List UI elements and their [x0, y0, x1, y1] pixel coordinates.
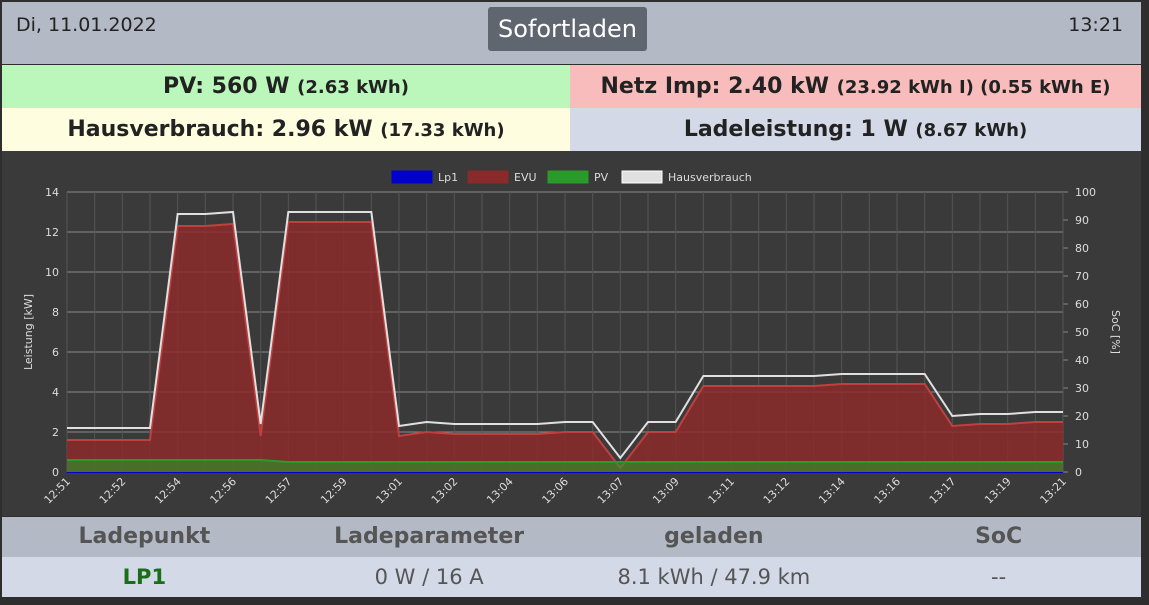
x-tick-label: 13:02 — [429, 475, 461, 507]
y-tick-label: 0 — [52, 466, 59, 479]
time: 13:21 — [1068, 14, 1123, 36]
x-tick-label: 12:56 — [208, 475, 240, 507]
legend-swatch — [391, 170, 433, 184]
tile-detail: (8.67 kWh) — [915, 120, 1028, 141]
series-line — [67, 210, 1063, 460]
legend-label: EVU — [514, 171, 537, 184]
tile: Netz Imp: 2.40 kW (23.92 kWh I) (0.55 kW… — [570, 65, 1141, 108]
y-tick-label: 4 — [52, 386, 59, 399]
y-tick-label: 14 — [45, 186, 59, 199]
tile: PV: 560 W (2.63 kWh) — [2, 65, 570, 108]
legend-label: Hausverbrauch — [668, 171, 752, 184]
header: Di, 11.01.2022 Sofortladen 13:21 — [2, 2, 1141, 64]
y2-tick-label: 60 — [1075, 298, 1089, 311]
y2-tick-label: 80 — [1075, 242, 1089, 255]
mode-button[interactable]: Sofortladen — [488, 7, 647, 51]
y-tick-label: 12 — [45, 226, 59, 239]
x-tick-label: 13:09 — [650, 475, 682, 507]
td: -- — [991, 565, 1007, 589]
th: SoC — [975, 524, 1023, 549]
tile-label: Hausverbrauch: 2.96 kW — [67, 117, 373, 142]
th: Ladepunkt — [78, 524, 211, 549]
y-tick-label: 10 — [45, 266, 59, 279]
tile-detail: (2.63 kWh) — [297, 77, 409, 98]
y-axis-label: Leistung [kW] — [22, 294, 35, 370]
tile-detail: (17.33 kWh) — [380, 120, 505, 141]
td[interactable]: LP1 — [122, 565, 167, 589]
tile-detail: (23.92 kWh I) (0.55 kWh E) — [836, 77, 1111, 98]
x-tick-label: 12:52 — [97, 475, 129, 507]
area — [67, 222, 1063, 472]
x-tick-label: 13:12 — [761, 475, 793, 507]
y2-axis-label: SoC [%] — [1109, 310, 1122, 354]
x-tick-label: 13:21 — [1038, 475, 1070, 507]
x-tick-label: 13:16 — [872, 475, 904, 507]
x-tick-label: 12:57 — [263, 475, 295, 507]
th: geladen — [664, 524, 764, 549]
y2-tick-label: 90 — [1075, 214, 1089, 227]
tile-label: PV: 560 W — [163, 74, 290, 99]
td: 0 W / 16 A — [374, 565, 484, 589]
y-tick-label: 8 — [52, 306, 59, 319]
y2-tick-label: 10 — [1075, 438, 1089, 451]
tile: Hausverbrauch: 2.96 kW (17.33 kWh) — [2, 108, 570, 151]
y2-tick-label: 40 — [1075, 354, 1089, 367]
chart: 0 2 4 6 8 10 12 14 0 10 20 30 40 50 60 70 80 90 100 12:51 12… — [2, 151, 1141, 516]
x-tick-label: 13:11 — [706, 475, 738, 507]
series-line — [67, 221, 1063, 470]
x-tick-label: 12:51 — [42, 475, 74, 507]
tile-label: Netz Imp: 2.40 kW — [600, 74, 829, 99]
y2-tick-label: 20 — [1075, 410, 1089, 423]
x-tick-label: 13:14 — [816, 475, 848, 507]
x-tick-label: 13:17 — [927, 475, 959, 507]
y-tick-label: 6 — [52, 346, 59, 359]
legend-swatch — [621, 170, 663, 184]
legend-swatch — [467, 170, 509, 184]
x-tick-label: 12:59 — [318, 475, 350, 507]
legend-label: PV — [594, 171, 609, 184]
x-tick-label: 13:19 — [982, 475, 1014, 507]
x-tick-label: 13:04 — [484, 475, 516, 507]
y2-tick-label: 50 — [1075, 326, 1089, 339]
tile: Ladeleistung: 1 W (8.67 kWh) — [570, 108, 1141, 151]
y2-tick-label: 0 — [1075, 466, 1082, 479]
x-tick-label: 12:54 — [152, 475, 184, 507]
y2-tick-label: 100 — [1075, 186, 1096, 199]
legend-label: Lp1 — [438, 171, 458, 184]
table-header: Ladepunkt Ladeparameter geladen SoC — [2, 517, 1141, 557]
x-tick-label: 13:06 — [540, 475, 572, 507]
td: 8.1 kWh / 47.9 km — [617, 565, 811, 589]
table-row: LP1 0 W / 16 A 8.1 kWh / 47.9 km -- — [2, 557, 1141, 597]
series-line — [67, 459, 1063, 463]
y-tick-label: 2 — [52, 426, 59, 439]
date: Di, 11.01.2022 — [16, 14, 157, 36]
y2-tick-label: 70 — [1075, 270, 1089, 283]
x-tick-label: 13:01 — [374, 475, 406, 507]
y2-tick-label: 30 — [1075, 382, 1089, 395]
x-tick-label: 13:07 — [595, 475, 627, 507]
app: Di, 11.01.2022 Sofortladen 13:21 PV: 560… — [2, 2, 1141, 598]
legend-swatch — [547, 170, 589, 184]
tile-label: Ladeleistung: 1 W — [683, 117, 908, 142]
th: Ladeparameter — [334, 524, 525, 549]
